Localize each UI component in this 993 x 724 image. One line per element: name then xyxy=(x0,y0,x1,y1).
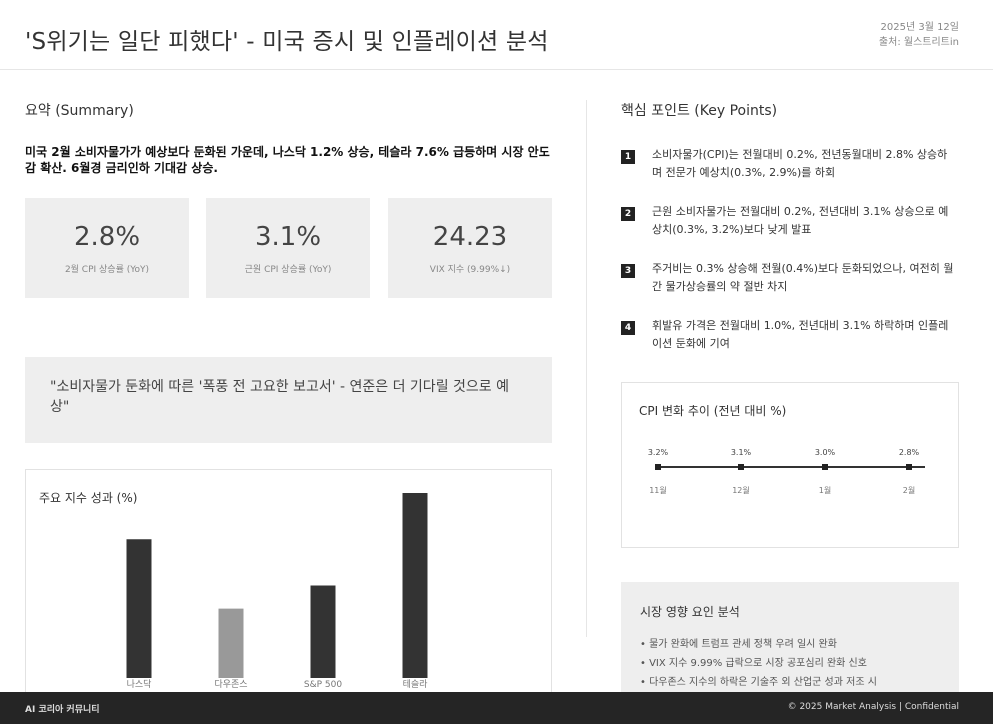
right-column: 핵심 포인트 (Key Points) 1 소비자물가(CPI)는 전월대비 0… xyxy=(621,100,959,692)
bar-3 xyxy=(310,585,336,678)
cpi-value-label: 3.2% xyxy=(648,448,669,457)
stat-card-core-cpi: 3.1% 근원 CPI 상승률 (YoY) xyxy=(206,198,370,298)
key-points-heading: 핵심 포인트 (Key Points) xyxy=(621,103,778,119)
left-column: 요약 (Summary) 미국 2월 소비자물가가 예상보다 둔화된 가운데, … xyxy=(25,100,552,709)
factor-item: • VIX 지수 9.99% 급락으로 시장 공포심리 완화 신호 xyxy=(640,658,867,669)
key-point-text: 소비자물가(CPI)는 전월대비 0.2%, 전년동월대비 2.8% 상승하며 … xyxy=(652,148,948,179)
footer-copyright: © 2025 Market Analysis | Confidential xyxy=(787,702,959,712)
bar-2 xyxy=(218,608,244,678)
bar-category-label: 나스닥 xyxy=(127,679,152,690)
stat-label: 2월 CPI 상승률 (YoY) xyxy=(64,265,150,275)
cpi-point xyxy=(822,464,828,470)
footer-community: AI 코리아 커뮤니티 xyxy=(25,705,100,715)
cpi-month-label: 12월 xyxy=(732,485,750,495)
cpi-value-label: 3.1% xyxy=(731,448,752,457)
cpi-point xyxy=(906,464,912,470)
cpi-month-label: 1월 xyxy=(819,485,831,495)
key-point-number: 2 xyxy=(621,207,635,221)
key-point-number: 4 xyxy=(621,321,635,335)
market-factors-box: 시장 영향 요인 분석 • 물가 완화에 트럼프 관세 정책 우려 일시 완화 … xyxy=(621,582,959,692)
stat-label: 근원 CPI 상승률 (YoY) xyxy=(244,265,332,275)
report-source: 출처: 월스트리트in xyxy=(878,37,959,48)
index-performance-chart: 주요 지수 성과 (%) 나스닥 다우존스 S&P 500 테슬라 xyxy=(25,469,552,709)
line-chart-svg: 3.2% 11월 3.1% 12월 3.0% 1월 2.8% 2월 xyxy=(648,448,925,495)
factors-heading: 시장 영향 요인 분석 xyxy=(640,605,740,619)
bar-4 xyxy=(402,493,428,678)
summary-heading: 요약 (Summary) xyxy=(25,103,134,119)
cpi-point xyxy=(738,464,744,470)
stat-value: 24.23 xyxy=(432,222,508,252)
summary-text: 미국 2월 소비자물가가 예상보다 둔화된 가운데, 나스닥 1.2% 상승, … xyxy=(25,145,550,175)
stat-card-vix: 24.23 VIX 지수 (9.99%↓) xyxy=(388,198,552,298)
cpi-month-label: 11월 xyxy=(649,485,667,495)
column-divider xyxy=(586,100,587,637)
cpi-month-label: 2월 xyxy=(903,485,915,495)
stat-cards: 2.8% 2월 CPI 상승률 (YoY) 3.1% 근원 CPI 상승률 (Y… xyxy=(25,198,552,298)
stat-value: 3.1% xyxy=(254,222,322,252)
bar-category-label: 다우존스 xyxy=(214,679,247,690)
cpi-trend-chart: CPI 변화 추이 (전년 대비 %) 3.2% 11월 3.1% 12월 3.0% 1월… xyxy=(621,382,959,548)
key-point-text: 주거비는 0.3% 상승해 전월(0.4%)보다 둔화되었으나, 여전히 월간 … xyxy=(652,262,954,293)
stat-label: VIX 지수 (9.99%↓) xyxy=(429,265,511,275)
chart-title: CPI 변화 추이 (전년 대비 %) xyxy=(639,404,787,418)
key-point-number: 3 xyxy=(621,264,635,278)
stat-value: 2.8% xyxy=(73,222,141,252)
page-header: 'S위기는 일단 피했다' - 미국 증시 및 인플레이션 분석 2025년 3… xyxy=(0,0,993,70)
cpi-value-label: 3.0% xyxy=(815,448,836,457)
page-footer: AI 코리아 커뮤니티 © 2025 Market Analysis | Con… xyxy=(0,692,993,724)
factors-list: • 물가 완화에 트럼프 관세 정책 우려 일시 완화 • VIX 지수 9.9… xyxy=(640,635,955,692)
bar-category-label: 테슬라 xyxy=(403,679,429,690)
page-title: 'S위기는 일단 피했다' - 미국 증시 및 인플레이션 분석 xyxy=(25,29,549,55)
chart-title: 주요 지수 성과 (%) xyxy=(39,491,138,505)
header-meta: 2025년 3월 12일 출처: 월스트리트in xyxy=(879,20,959,50)
factor-item: • 다우존스 지수의 하락은 기술주 외 산업군 성과 저조 시 xyxy=(640,677,877,688)
key-point-number: 1 xyxy=(621,150,635,164)
bar-chart-svg: 나스닥 다우존스 S&P 500 테슬라 xyxy=(126,493,429,690)
cpi-point xyxy=(655,464,661,470)
stat-card-cpi: 2.8% 2월 CPI 상승률 (YoY) xyxy=(25,198,189,298)
key-point-text: 근원 소비자물가는 전월대비 0.2%, 전년대비 3.1% 상승으로 예상치(… xyxy=(652,205,949,236)
cpi-value-label: 2.8% xyxy=(899,448,920,457)
report-date: 2025년 3월 12일 xyxy=(880,22,960,33)
factor-item: • 물가 완화에 트럼프 관세 정책 우려 일시 완화 xyxy=(640,639,837,650)
bar-1 xyxy=(126,539,152,678)
key-point-text: 휘발유 가격은 전월대비 1.0%, 전년대비 3.1% 하락하며 인플레이션 … xyxy=(652,319,949,350)
quote-box: "소비자물가 둔화에 따른 '폭풍 전 고요한 보고서' - 연준은 더 기다릴… xyxy=(25,357,552,443)
bar-category-label: S&P 500 xyxy=(304,680,342,690)
